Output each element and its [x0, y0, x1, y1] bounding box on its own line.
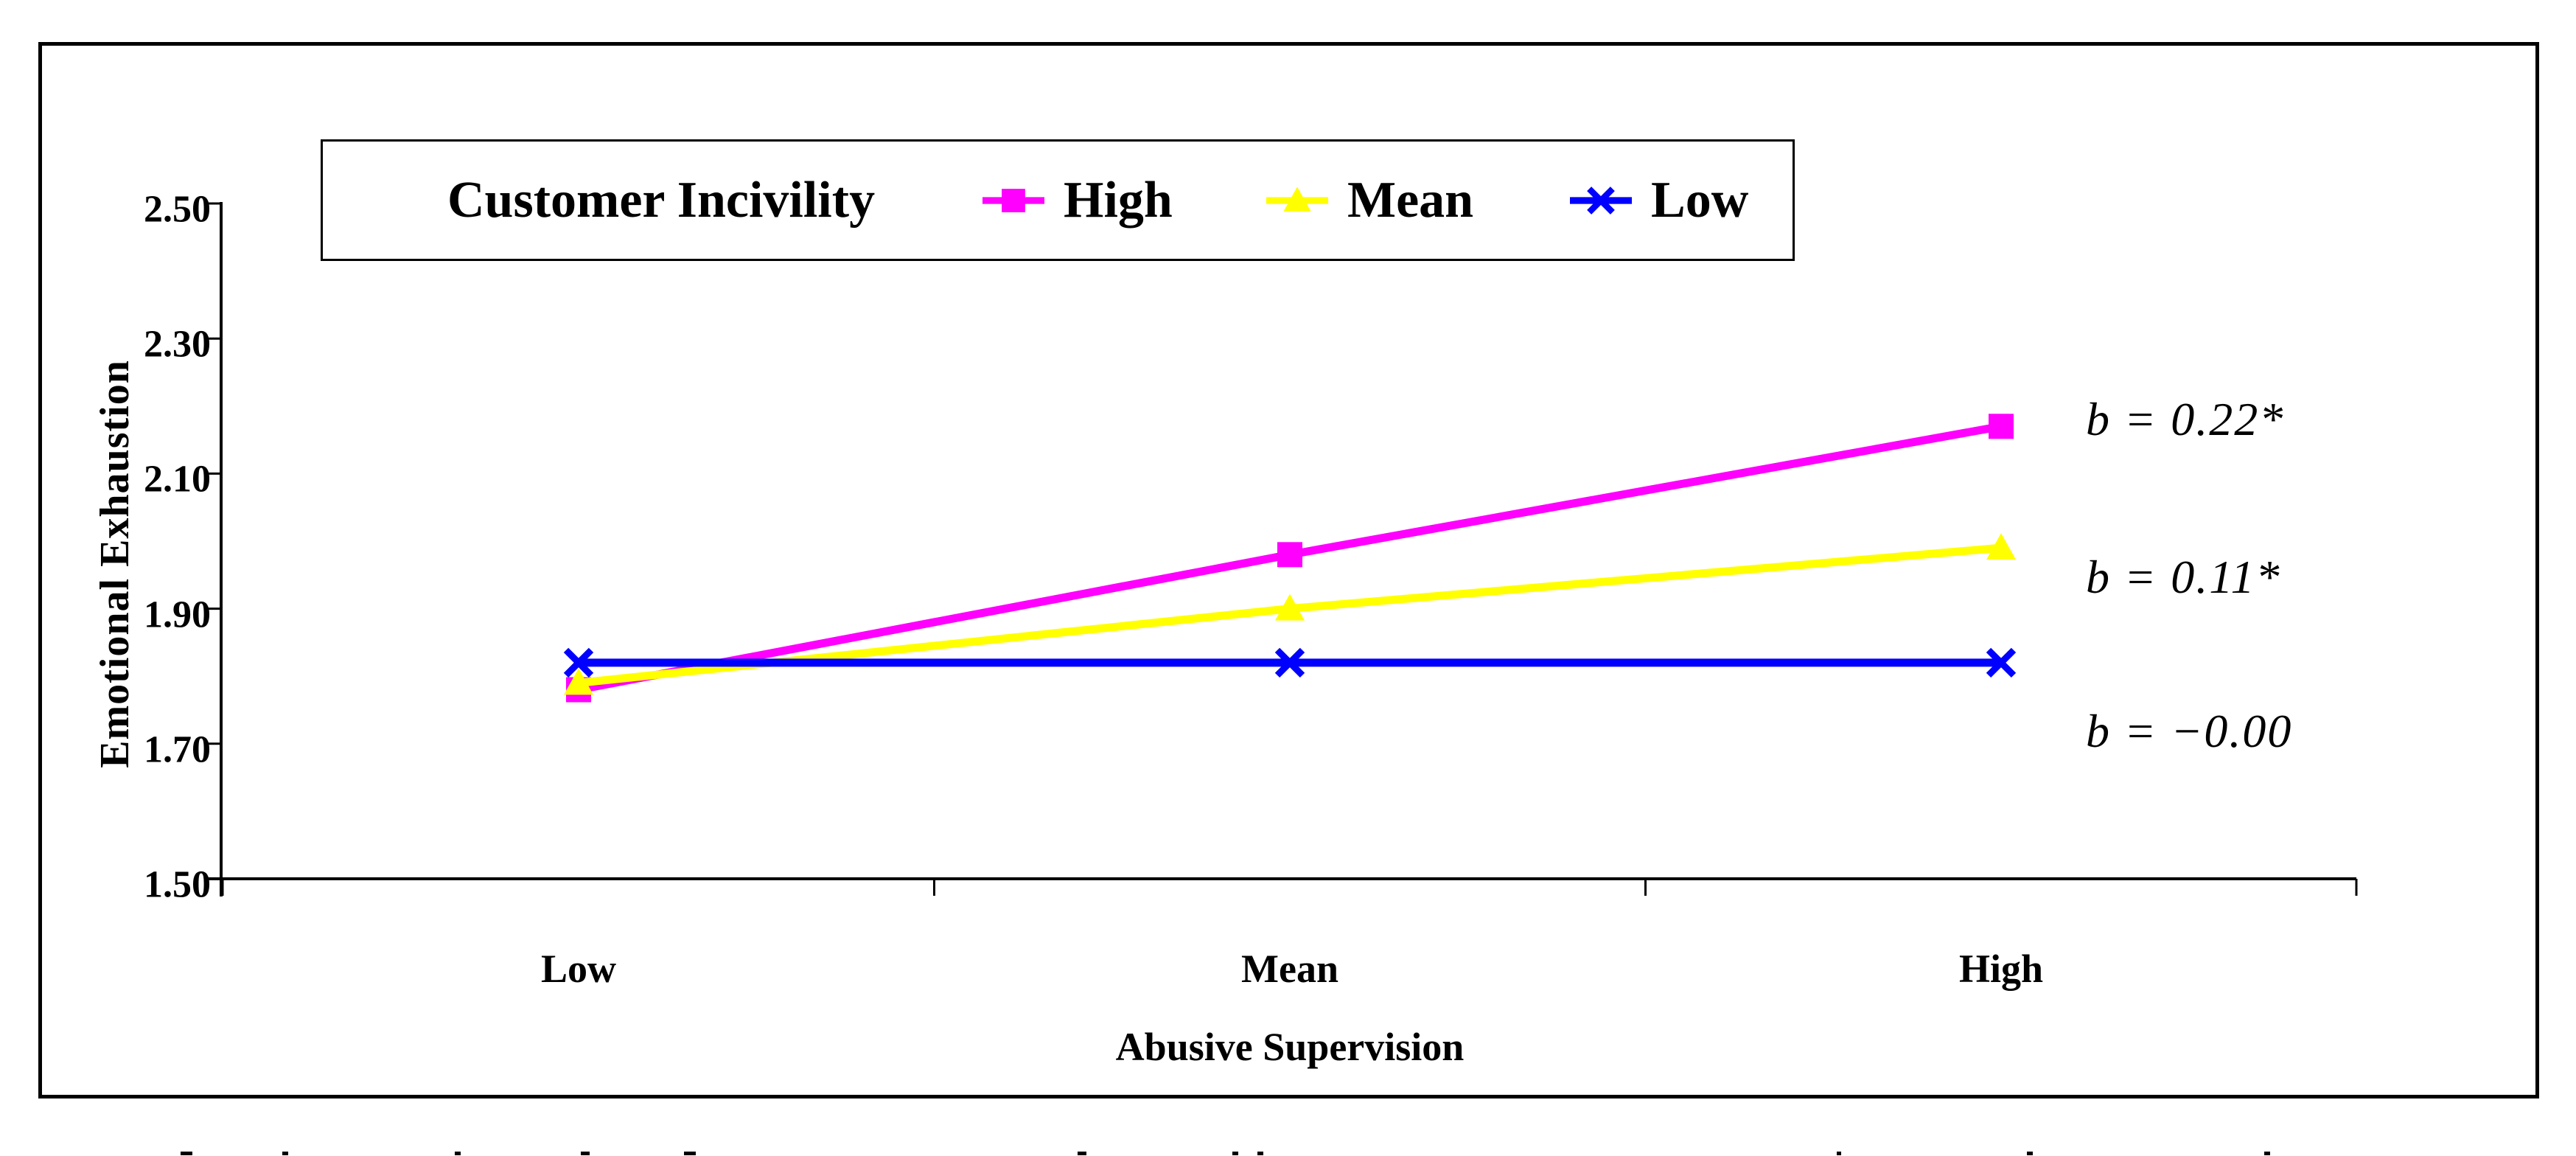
legend-label-mean: Mean: [1347, 171, 1474, 229]
y-tick-label: 2.10: [144, 458, 211, 501]
series-mean: [564, 533, 2016, 695]
clipped-text-fragment: [2027, 1152, 2033, 1155]
y-tick-label: 2.50: [144, 188, 211, 231]
clipped-text-fragment: [1837, 1152, 1841, 1155]
legend-box: Customer Incivility High Mean Low: [321, 139, 1795, 261]
slope-annotation-mean: b = 0.11*: [2086, 551, 2281, 604]
x-tick-label: Mean: [1241, 947, 1338, 991]
y-tick-label: 1.70: [144, 728, 211, 771]
slope-annotation-high: b = 0.22*: [2086, 393, 2285, 446]
legend-title: Customer Incivility: [447, 171, 876, 229]
legend-marker-mean-icon: [1266, 186, 1328, 212]
legend-label-low: Low: [1651, 171, 1749, 229]
series-high: [566, 414, 2014, 703]
clipped-text-fragment: [181, 1152, 192, 1155]
y-axis-title: Emotional Exhaustion: [92, 360, 138, 768]
legend-marker-high-icon: [982, 188, 1044, 212]
clipped-text-fragment: [1078, 1152, 1086, 1155]
clipped-text-fragment: [1257, 1152, 1263, 1155]
y-tick-label: 2.30: [144, 323, 211, 366]
legend-item-mean: Mean: [1266, 171, 1473, 230]
clipped-text-fragment: [581, 1152, 590, 1155]
legend-marker-low-icon: [1570, 186, 1632, 215]
x-axis-title: Abusive Supervision: [1115, 1025, 1465, 1069]
legend-item-high: High: [982, 171, 1173, 230]
y-tick-label: 1.50: [144, 863, 211, 906]
legend-label-high: High: [1064, 171, 1173, 229]
x-tick-label: High: [1958, 947, 2044, 991]
slope-annotation-low: b = −0.00: [2086, 704, 2293, 757]
clipped-text-fragment: [1232, 1152, 1238, 1155]
series-low: [563, 647, 2017, 678]
clipped-text-fragment: [2264, 1152, 2270, 1155]
y-tick-label: 1.90: [144, 593, 211, 636]
legend-item-low: Low: [1570, 171, 1748, 230]
clipped-text-fragment: [282, 1152, 288, 1155]
clipped-text-fragment: [455, 1152, 461, 1155]
clipped-text-fragment: [684, 1152, 696, 1155]
x-tick-label: Low: [540, 947, 617, 991]
